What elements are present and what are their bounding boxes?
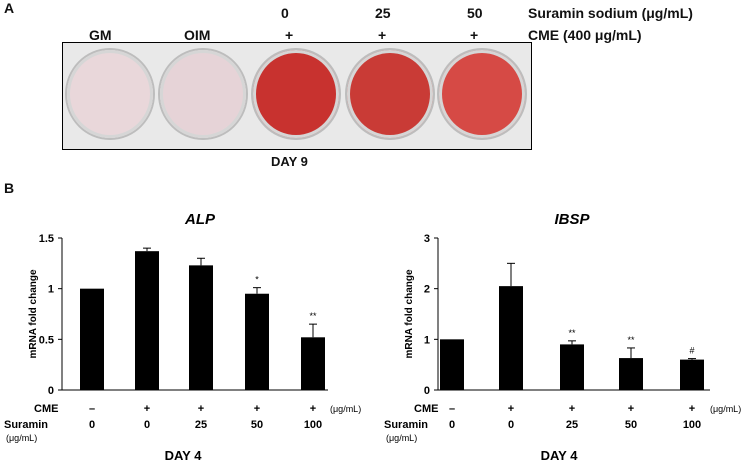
chart2-suramin-value-5: 100 [683, 419, 701, 431]
chart1-suramin-row-label: Suramin [4, 419, 48, 431]
chart2-annotation-4: ** [627, 335, 635, 345]
panel-a-letter: A [4, 0, 15, 16]
condition-gm: GM [89, 27, 112, 43]
chart2-cme-value-1: – [449, 403, 455, 415]
condition-top-5: 50 [467, 5, 483, 21]
chart1-unit-label: (μg/mL) [330, 404, 361, 414]
chart2-cme-row-label: CME [414, 403, 438, 415]
chart1-bar-2 [135, 251, 159, 390]
chart1-suramin-value-5: 100 [304, 419, 322, 431]
chart1-annotation-5: ** [309, 311, 317, 321]
chart1-footer: DAY 4 [165, 448, 203, 463]
chart2-ytick-label: 1 [424, 334, 430, 346]
chart2-bar-1 [440, 339, 464, 390]
chart1-suramin-value-4: 50 [251, 419, 263, 431]
chart1-suramin-value-3: 25 [195, 419, 207, 431]
chart1-annotation-4: * [255, 275, 259, 285]
chart2-suramin-value-1: 0 [449, 419, 455, 431]
chart1-cme-value-2: + [144, 403, 150, 415]
chart1-title: ALP [184, 211, 216, 228]
well-oim [160, 50, 246, 138]
chart2-cme-value-4: + [628, 403, 634, 415]
chart1-cme-value-4: + [254, 403, 260, 415]
well-gm [67, 50, 153, 138]
condition-top-4: 25 [375, 5, 391, 21]
condition-bottom-3: + [285, 27, 294, 43]
chart1-ylabel: mRNA fold change [28, 269, 39, 359]
chart1-cme-value-1: – [89, 403, 95, 415]
chart1-ytick-label: 0.5 [39, 334, 54, 346]
chart1-bar-1 [80, 288, 104, 390]
chart2-bar-5 [680, 359, 704, 390]
chart1-bar-4 [245, 293, 269, 390]
chart1-ytick-label: 1.5 [39, 233, 54, 245]
chart2-suramin-unit: (μg/mL) [386, 433, 417, 443]
condition-oim: OIM [184, 27, 211, 43]
chart2-bar-2 [499, 286, 523, 390]
well-cme-25 [347, 50, 433, 138]
chart2-title: IBSP [554, 211, 590, 228]
chart2-bar-4 [619, 358, 643, 390]
chart1-ytick-label: 0 [48, 385, 54, 397]
day-9-label: DAY 9 [271, 154, 308, 169]
well-cme-0 [253, 50, 339, 138]
condition-top-3: 0 [281, 5, 289, 21]
chart2-suramin-value-3: 25 [566, 419, 578, 431]
chart1-suramin-unit: (μg/mL) [6, 433, 37, 443]
chart2-ylabel: mRNA fold change [404, 269, 415, 359]
chart1-cme-value-3: + [198, 403, 204, 415]
chart2-suramin-value-4: 50 [625, 419, 637, 431]
chart1-ytick-label: 1 [48, 284, 54, 296]
chart2-ytick-label: 0 [424, 385, 430, 397]
chart2-suramin-value-2: 0 [508, 419, 514, 431]
suramin-sodium-label: Suramin sodium (μg/mL) [528, 5, 693, 21]
chart1-suramin-value-2: 0 [144, 419, 150, 431]
chart2-annotation-5: # [689, 346, 694, 356]
chart2-cme-value-2: + [508, 403, 514, 415]
chart1-suramin-value-1: 0 [89, 419, 95, 431]
chart2-cme-value-5: + [689, 403, 695, 415]
culture-plate-photo [62, 42, 532, 150]
cme-concentration-label: CME (400 μg/mL) [528, 27, 642, 43]
chart2-suramin-row-label: Suramin [384, 419, 428, 431]
chart2-footer: DAY 4 [541, 448, 579, 463]
chart2-ytick-label: 2 [424, 284, 430, 296]
chart1-bar-5 [301, 337, 325, 390]
condition-bottom-4: + [378, 27, 387, 43]
chart2-cme-value-3: + [569, 403, 575, 415]
well-cme-50 [439, 50, 525, 138]
panel-b-letter: B [4, 180, 15, 196]
chart1-cme-value-5: + [310, 403, 316, 415]
chart1-bar-3 [189, 265, 213, 390]
chart2-bar-3 [560, 344, 584, 390]
chart1-cme-row-label: CME [34, 403, 58, 415]
chart2-annotation-3: ** [568, 328, 576, 338]
chart2-unit-label: (μg/mL) [710, 404, 741, 414]
condition-bottom-5: + [470, 27, 479, 43]
chart2-ytick-label: 3 [424, 233, 430, 245]
